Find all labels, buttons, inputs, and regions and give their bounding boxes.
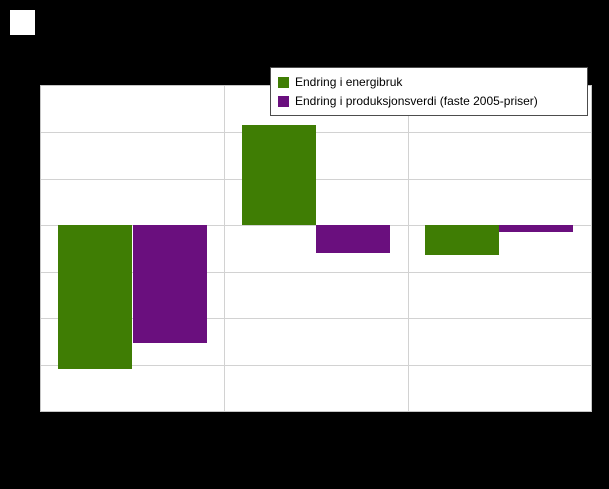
legend-item: Endring i energibruk xyxy=(278,73,580,92)
logo-placeholder xyxy=(10,10,35,35)
gridline-vertical xyxy=(224,86,225,411)
gridline-horizontal xyxy=(41,132,591,133)
gridline-horizontal xyxy=(41,365,591,366)
gridline-horizontal xyxy=(41,179,591,180)
gridline-horizontal xyxy=(41,272,591,273)
gridline-vertical xyxy=(408,86,409,411)
legend: Endring i energibruk Endring i produksjo… xyxy=(270,67,588,116)
legend-swatch-green xyxy=(278,77,289,88)
legend-item: Endring i produksjonsverdi (faste 2005-p… xyxy=(278,92,580,111)
legend-label: Endring i produksjonsverdi (faste 2005-p… xyxy=(295,94,538,108)
legend-swatch-purple xyxy=(278,96,289,107)
bar-produksjonsverdi xyxy=(133,225,207,343)
bar-energibruk xyxy=(425,225,499,255)
legend-label: Endring i energibruk xyxy=(295,75,403,89)
bar-energibruk xyxy=(242,125,316,225)
plot-area xyxy=(40,85,592,412)
bar-energibruk xyxy=(58,225,132,369)
bar-produksjonsverdi xyxy=(316,225,390,253)
bar-produksjonsverdi xyxy=(499,225,573,232)
gridline-horizontal xyxy=(41,318,591,319)
